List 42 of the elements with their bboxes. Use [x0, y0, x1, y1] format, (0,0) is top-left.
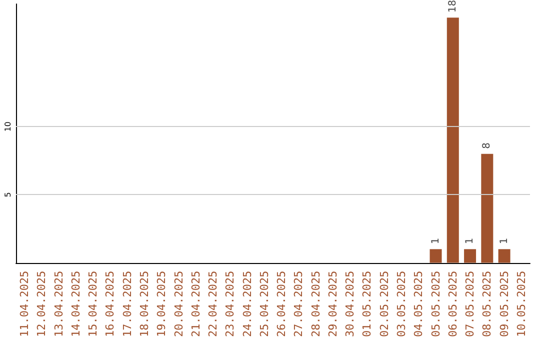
x-tick-label: 02.05.2025 [378, 270, 391, 338]
x-tick-label: 15.04.2025 [86, 270, 100, 338]
y-tick-label: 5 [4, 192, 12, 198]
x-tick-label: 04.05.2025 [412, 270, 426, 338]
x-tick-label: 12.04.2025 [35, 270, 48, 338]
x-tick-label: 17.04.2025 [120, 270, 134, 338]
x-tick-label: 20.04.2025 [172, 270, 186, 338]
x-tick-label: 22.04.2025 [206, 270, 220, 338]
bar [464, 249, 476, 263]
x-tick-label: 07.05.2025 [464, 270, 477, 338]
x-tick-label: 25.04.2025 [258, 270, 271, 338]
x-tick-label: 29.04.2025 [326, 270, 340, 338]
data-label: 1 [498, 238, 510, 244]
x-tick-label: 05.05.2025 [429, 270, 442, 338]
data-label: 1 [464, 238, 476, 244]
x-tick-label: 23.04.2025 [224, 270, 237, 338]
x-tick-label: 01.05.2025 [360, 270, 374, 338]
x-tick-label: 26.04.2025 [275, 270, 288, 338]
data-label: 8 [482, 142, 493, 149]
x-tick-label: 19.04.2025 [155, 270, 168, 338]
x-tick-label: 16.04.2025 [104, 270, 117, 338]
bar [446, 18, 459, 263]
x-tick-label: 09.05.2025 [498, 270, 511, 338]
bar [498, 249, 510, 263]
bar [481, 154, 494, 263]
x-tick-label: 27.04.2025 [292, 270, 306, 338]
x-tick-label: 08.05.2025 [480, 270, 494, 338]
x-tick-label: 11.04.2025 [18, 270, 32, 338]
x-tick-label: 30.04.2025 [344, 270, 357, 338]
bar [430, 249, 442, 263]
x-tick-label: 24.04.2025 [240, 270, 254, 338]
x-tick-label: 14.04.2025 [69, 270, 82, 338]
x-tick-label: 13.04.2025 [52, 270, 66, 338]
y-tick-label: 10 [4, 121, 12, 132]
x-tick-label: 03.05.2025 [395, 270, 408, 338]
x-tick-label: 06.05.2025 [446, 270, 460, 338]
data-label: 18 [447, 0, 458, 13]
x-tick-label: 10.05.2025 [514, 270, 528, 338]
x-tick-label: 21.04.2025 [189, 270, 202, 338]
x-tick-label: 28.04.2025 [309, 270, 322, 338]
x-tick-label: 18.04.2025 [138, 270, 151, 338]
data-label: 1 [430, 238, 442, 244]
